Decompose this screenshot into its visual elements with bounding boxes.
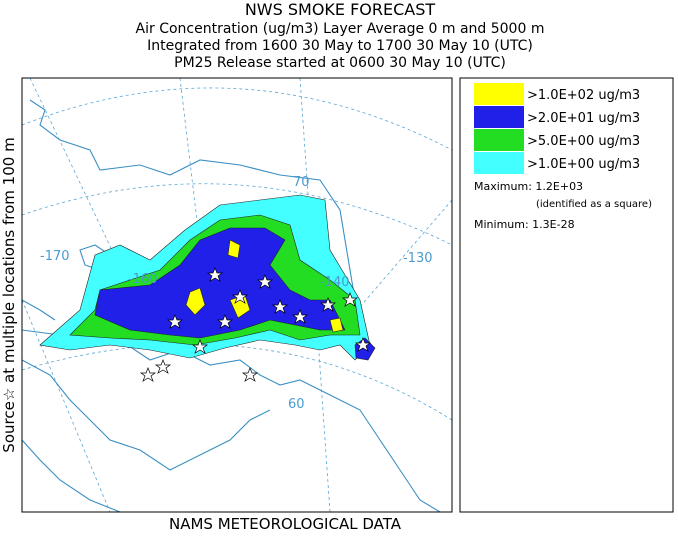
legend-label: >2.0E+01 ug/m3 bbox=[527, 111, 640, 126]
subtitle-line: Integrated from 1600 30 May to 1700 30 M… bbox=[147, 38, 533, 54]
subtitle-line: PM25 Release started at 0600 30 May 10 (… bbox=[174, 55, 506, 71]
legend-swatch bbox=[474, 129, 524, 151]
graticule bbox=[22, 87, 452, 151]
map-label: -170 bbox=[40, 249, 70, 264]
graticule bbox=[29, 78, 151, 331]
coastline bbox=[22, 329, 441, 512]
title: NWS SMOKE FORECAST bbox=[245, 0, 436, 19]
map-label: -130 bbox=[403, 251, 433, 266]
legend-swatch bbox=[474, 106, 524, 128]
legend-swatch bbox=[474, 152, 524, 174]
legend-maximum: Maximum: 1.2E+03 bbox=[474, 180, 583, 193]
footer: NAMS METEOROLOGICAL DATA bbox=[169, 515, 402, 532]
legend-label: >1.0E+00 ug/m3 bbox=[527, 157, 640, 172]
legend-label: >1.0E+02 ug/m3 bbox=[527, 88, 640, 103]
side-label: Source☆ at multiple locations from 100 m bbox=[0, 137, 18, 452]
graticule bbox=[22, 299, 111, 512]
map-label: -140 bbox=[320, 275, 350, 290]
map-label: 60 bbox=[288, 397, 305, 412]
legend-label: >5.0E+00 ug/m3 bbox=[527, 134, 640, 149]
map-label: 70 bbox=[293, 175, 310, 190]
graticule bbox=[339, 199, 452, 331]
legend-max-note: (identified as a square) bbox=[536, 199, 652, 210]
legend-swatch bbox=[474, 83, 524, 105]
graticule bbox=[22, 343, 452, 421]
source-markers bbox=[139, 267, 372, 382]
coastline bbox=[22, 359, 271, 471]
smoke-level-1 bbox=[185, 239, 344, 333]
graticule bbox=[22, 183, 452, 246]
legend-frame bbox=[459, 77, 674, 513]
map-frame bbox=[21, 77, 453, 513]
map-label: -160 bbox=[128, 272, 158, 287]
legend-minimum: Minimum: 1.3E-28 bbox=[474, 218, 575, 231]
coastline bbox=[29, 99, 371, 351]
subtitle-line: Air Concentration (ug/m3) Layer Average … bbox=[136, 21, 545, 37]
coastline bbox=[22, 299, 56, 321]
coastline bbox=[22, 439, 121, 512]
map: -170 -160 -140 -130 70 60 bbox=[21, 77, 453, 513]
legend: Maximum: 1.2E+03 (identified as a square… bbox=[459, 77, 674, 513]
